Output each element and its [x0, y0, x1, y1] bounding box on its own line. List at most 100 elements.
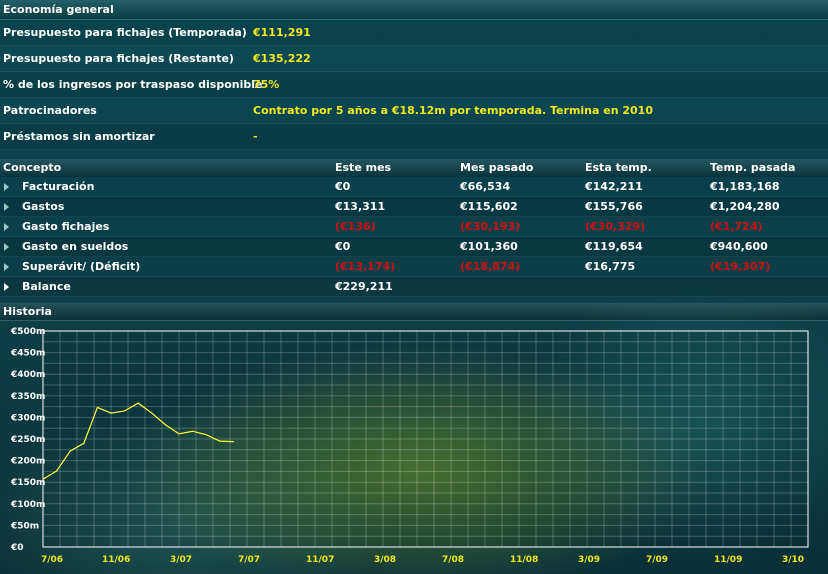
finance-row-value: (€18,874)	[460, 260, 521, 273]
history-point	[205, 434, 207, 436]
finance-row-value: (€30,193)	[460, 220, 521, 233]
general-economy-rows: Presupuesto para fichajes (Temporada) €11…	[0, 20, 828, 150]
expand-triangle-icon[interactable]	[4, 283, 9, 291]
general-row-value: €111,291	[253, 26, 311, 39]
history-point	[96, 406, 98, 409]
expand-triangle-icon[interactable]	[4, 263, 9, 271]
history-point	[69, 450, 71, 452]
finance-row-value: €0	[335, 240, 351, 253]
general-economy-title: Economía general	[0, 0, 828, 20]
finance-row-value: €66,534	[460, 180, 511, 193]
history-chart: €500m €450m €400m €350m €300m €250m €200m €150m…	[10, 327, 809, 565]
y-tick-label: €100m	[10, 500, 45, 510]
finance-row-value: €13,311	[335, 200, 386, 213]
chart-border	[42, 330, 809, 548]
finance-row[interactable]: Superávit/ (Déficit) (€13,174) (€18,874) €1…	[0, 257, 828, 277]
finance-row-label: Facturación	[22, 180, 95, 193]
finance-row[interactable]: Gastos €13,311 €115,602 €155,766 €1,204,280	[0, 197, 828, 217]
general-row-label: Presupuesto para fichajes (Temporada)	[3, 26, 247, 39]
y-tick-label: €150m	[10, 478, 45, 488]
header-mes-pasado[interactable]: Mes pasado	[460, 161, 534, 174]
finance-row-label: Balance	[22, 280, 71, 293]
finance-row-value: €119,654	[585, 240, 643, 253]
history-point	[83, 442, 85, 444]
y-tick-label: €450m	[10, 349, 45, 359]
header-concepto: Concepto	[3, 161, 62, 174]
finance-row-value: €1,183,168	[710, 180, 780, 193]
finance-row[interactable]: Gasto en sueldos €0 €101,360 €119,654 €940,6…	[0, 237, 828, 257]
y-tick-label: €200m	[10, 457, 45, 467]
history-point	[164, 424, 166, 426]
expand-triangle-icon[interactable]	[4, 243, 9, 251]
general-row: Préstamos sin amortizar -	[0, 124, 828, 150]
finances-rows: Facturación €0 €66,534 €142,211 €1,183,168 Ga…	[0, 177, 828, 297]
history-point	[192, 430, 194, 432]
x-tick-label: 11/07	[306, 555, 334, 565]
x-tick-label: 7/07	[238, 555, 260, 565]
finance-row-label: Superávit/ (Déficit)	[22, 260, 141, 273]
finances-panel: Concepto Este mes Mes pasado Esta temp. …	[0, 159, 828, 297]
history-point	[42, 478, 44, 480]
general-row-label: Préstamos sin amortizar	[3, 130, 155, 143]
finance-row-value: €155,766	[585, 200, 643, 213]
header-temp-pasada[interactable]: Temp. pasada	[710, 161, 796, 174]
y-tick-label: €300m	[10, 413, 45, 423]
x-tick-label: 3/10	[782, 555, 804, 565]
finance-row-value: (€13,174)	[335, 260, 396, 273]
y-tick-label: €50m	[10, 521, 39, 531]
finance-row-value: €0	[335, 180, 351, 193]
y-tick-label: €400m	[10, 370, 45, 380]
history-point	[219, 440, 221, 442]
general-row-value: Contrato por 5 años a €18.12m por tempor…	[253, 104, 653, 117]
finance-row-value: €940,600	[710, 240, 768, 253]
finance-row-value: €115,602	[460, 200, 518, 213]
history-point	[137, 402, 139, 404]
x-tick-label: 11/06	[102, 555, 130, 565]
history-title: Historia	[0, 303, 828, 321]
finance-row-value: (€30,329)	[585, 220, 646, 233]
general-row: % de los ingresos por traspaso disponibl…	[0, 72, 828, 98]
x-tick-label: 11/08	[510, 555, 538, 565]
general-row-value: €135,222	[253, 52, 311, 65]
history-point	[124, 410, 126, 412]
expand-triangle-icon[interactable]	[4, 223, 9, 231]
finances-header-row: Concepto Este mes Mes pasado Esta temp. …	[0, 159, 828, 177]
finance-row-value: €101,360	[460, 240, 518, 253]
y-tick-label: €350m	[10, 392, 45, 402]
finance-row-value: (€136)	[335, 220, 376, 233]
expand-triangle-icon[interactable]	[4, 203, 9, 211]
finance-row-value: (€1,724)	[710, 220, 763, 233]
chart-plot-area	[43, 331, 808, 547]
history-point	[56, 470, 58, 472]
general-row: Presupuesto para fichajes (Temporada) €11…	[0, 20, 828, 46]
header-esta-temp[interactable]: Esta temp.	[585, 161, 652, 174]
history-point	[178, 433, 180, 435]
general-row-value: 75%	[253, 78, 280, 91]
x-tick-label: 3/09	[578, 555, 600, 565]
x-tick-label: 11/09	[714, 555, 742, 565]
x-tick-label: 7/09	[646, 555, 668, 565]
y-tick-label: €500m	[10, 327, 45, 337]
finance-row[interactable]: Gasto fichajes (€136) (€30,193) (€30,329) (€…	[0, 217, 828, 237]
general-row-value: -	[253, 130, 258, 143]
general-economy-panel: Economía general Presupuesto para fichaj…	[0, 0, 828, 150]
history-point	[110, 412, 112, 414]
finance-row[interactable]: Facturación €0 €66,534 €142,211 €1,183,168	[0, 177, 828, 197]
general-row: Patrocinadores Contrato por 5 años a €18.…	[0, 98, 828, 124]
general-row-label: % de los ingresos por traspaso disponibl…	[3, 78, 263, 91]
finance-row-label: Gasto fichajes	[22, 220, 110, 233]
x-tick-label: 3/08	[374, 555, 396, 565]
finance-row-value: €1,204,280	[710, 200, 780, 213]
finance-row-value: €142,211	[585, 180, 643, 193]
history-point	[151, 412, 153, 414]
x-tick-label: 7/08	[442, 555, 464, 565]
history-panel: Historia	[0, 303, 828, 321]
general-row-label: Presupuesto para fichajes (Restante)	[3, 52, 234, 65]
x-tick-label: 3/07	[170, 555, 192, 565]
finance-row[interactable]: Balance €229,211	[0, 277, 828, 297]
header-este-mes[interactable]: Este mes	[335, 161, 392, 174]
finance-row-value: (€19,307)	[710, 260, 771, 273]
expand-triangle-icon[interactable]	[4, 183, 9, 191]
y-tick-label: €0	[10, 543, 24, 553]
finance-row-value: €229,211	[335, 280, 393, 293]
